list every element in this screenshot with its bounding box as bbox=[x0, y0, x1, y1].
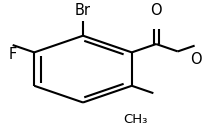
Text: O: O bbox=[150, 3, 161, 18]
Text: CH₃: CH₃ bbox=[123, 113, 147, 126]
Text: O: O bbox=[190, 52, 202, 67]
Text: Br: Br bbox=[75, 3, 91, 18]
Text: F: F bbox=[9, 47, 17, 62]
